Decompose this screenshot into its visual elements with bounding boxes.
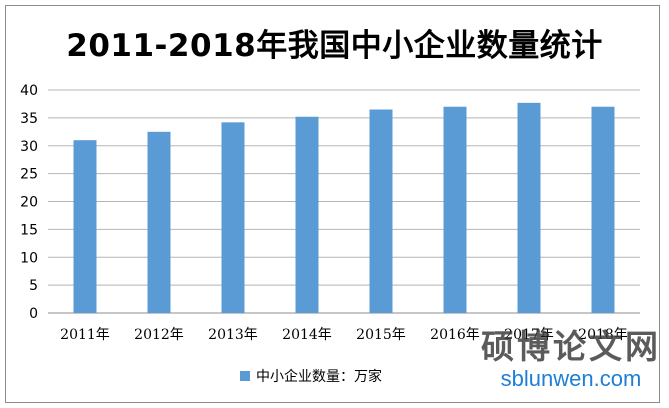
x-tick-label: 2017年 <box>504 327 554 343</box>
legend-swatch <box>240 371 250 381</box>
x-tick-label: 2016年 <box>430 327 480 343</box>
bar <box>591 106 615 313</box>
y-tick-label: 35 <box>20 111 38 127</box>
x-tick-label: 2014年 <box>282 327 332 343</box>
y-tick-label: 20 <box>20 195 38 211</box>
x-tick-label: 2011年 <box>60 327 110 343</box>
x-tick-label: 2015年 <box>356 327 406 343</box>
bar <box>443 106 467 313</box>
chart-frame <box>5 5 660 403</box>
x-tick-label: 2012年 <box>134 327 184 343</box>
legend-label: 中小企业数量：万家 <box>256 369 382 385</box>
bar <box>147 131 171 313</box>
y-tick-label: 25 <box>20 167 38 183</box>
bar <box>369 109 393 313</box>
y-tick-label: 0 <box>29 306 38 322</box>
watermark: 硕博论文网 sblunwen.com <box>476 328 666 392</box>
y-tick-label: 5 <box>29 278 38 294</box>
x-tick-label: 2018年 <box>578 327 628 343</box>
bar <box>221 122 245 314</box>
bar <box>517 102 541 313</box>
bar <box>295 116 319 313</box>
watermark-url: sblunwen.com <box>500 366 642 391</box>
chart-title: 2011-2018年我国中小企业数量统计 <box>66 28 603 64</box>
legend: 中小企业数量：万家 <box>240 366 382 386</box>
y-tick-label: 30 <box>20 139 38 155</box>
y-tick-label: 15 <box>20 222 38 238</box>
x-tick-label: 2013年 <box>208 327 258 343</box>
bar <box>73 140 97 313</box>
y-tick-label: 40 <box>20 83 38 99</box>
y-tick-label: 10 <box>20 250 38 266</box>
watermark-chinese: 硕博论文网 <box>481 327 661 366</box>
